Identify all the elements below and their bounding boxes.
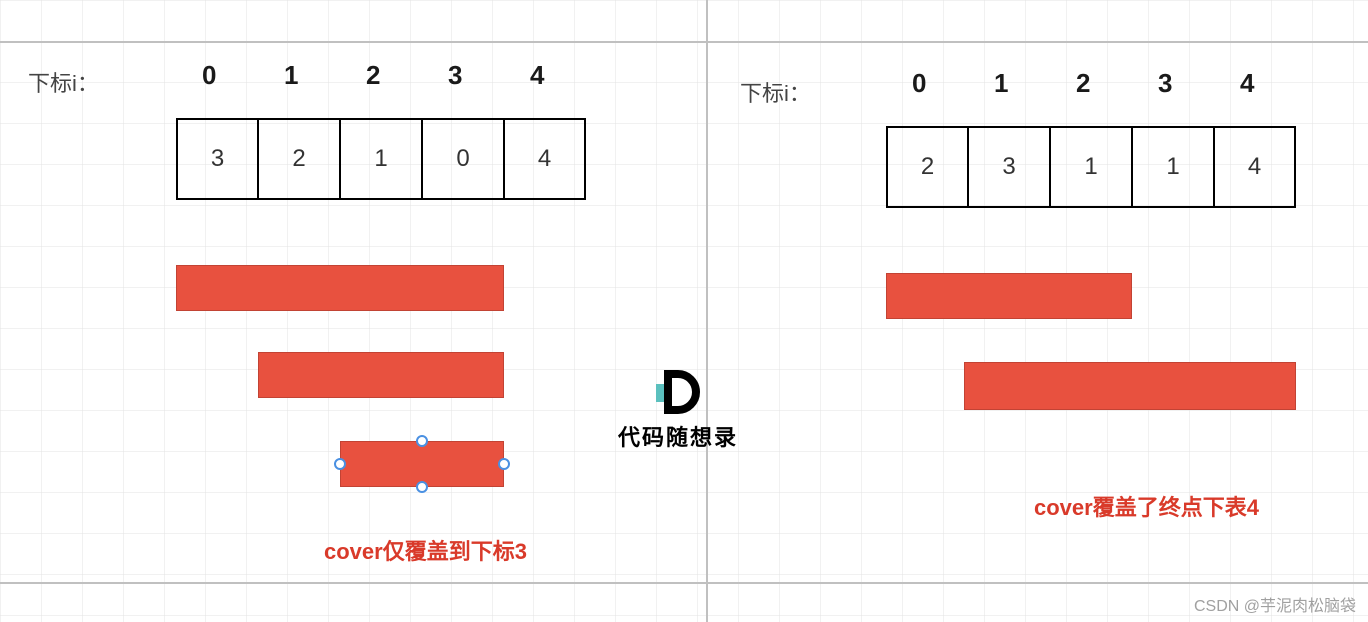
right-array: 23114 <box>886 126 1296 208</box>
left-header-0: 0 <box>202 60 216 91</box>
divider-0 <box>0 41 1368 43</box>
left-selection-handle-3[interactable] <box>416 481 428 493</box>
right-header-3: 3 <box>1158 68 1172 99</box>
right-index-label: 下标i： <box>740 76 811 108</box>
watermark: CSDN @芋泥肉松脑袋 <box>1194 592 1356 616</box>
left-cover-bar-1 <box>258 352 504 398</box>
logo-icon <box>656 370 700 414</box>
left-index-label: 下标i： <box>28 66 99 98</box>
right-cover-bar-1 <box>964 362 1296 410</box>
logo-d-icon <box>664 370 700 414</box>
left-cover-bar-0 <box>176 265 504 311</box>
right-cover-bar-0 <box>886 273 1132 319</box>
left-array: 32104 <box>176 118 586 200</box>
content-layer: 下标i： 01234 32104 cover仅覆盖到下标3 下标i： 01234… <box>0 0 1368 622</box>
left-selection-handle-1[interactable] <box>498 458 510 470</box>
divider-2 <box>706 0 708 622</box>
right-header-2: 2 <box>1076 68 1090 99</box>
left-cell-3: 0 <box>422 118 504 200</box>
right-caption: cover覆盖了终点下表4 <box>1034 490 1259 522</box>
left-cell-2: 1 <box>340 118 422 200</box>
left-caption: cover仅覆盖到下标3 <box>324 534 527 566</box>
right-header-4: 4 <box>1240 68 1254 99</box>
left-selection-handle-0[interactable] <box>334 458 346 470</box>
right-header-1: 1 <box>994 68 1008 99</box>
right-cell-3: 1 <box>1132 126 1214 208</box>
left-header-2: 2 <box>366 60 380 91</box>
divider-1 <box>0 582 1368 584</box>
logo: 代码随想录 <box>598 370 758 452</box>
left-selection-handle-2[interactable] <box>416 435 428 447</box>
right-cell-2: 1 <box>1050 126 1132 208</box>
logo-text: 代码随想录 <box>598 420 758 452</box>
right-header-0: 0 <box>912 68 926 99</box>
left-header-1: 1 <box>284 60 298 91</box>
right-cell-1: 3 <box>968 126 1050 208</box>
left-cell-4: 4 <box>504 118 586 200</box>
left-header-4: 4 <box>530 60 544 91</box>
right-cell-0: 2 <box>886 126 968 208</box>
left-header-3: 3 <box>448 60 462 91</box>
right-cell-4: 4 <box>1214 126 1296 208</box>
left-cell-1: 2 <box>258 118 340 200</box>
left-cell-0: 3 <box>176 118 258 200</box>
